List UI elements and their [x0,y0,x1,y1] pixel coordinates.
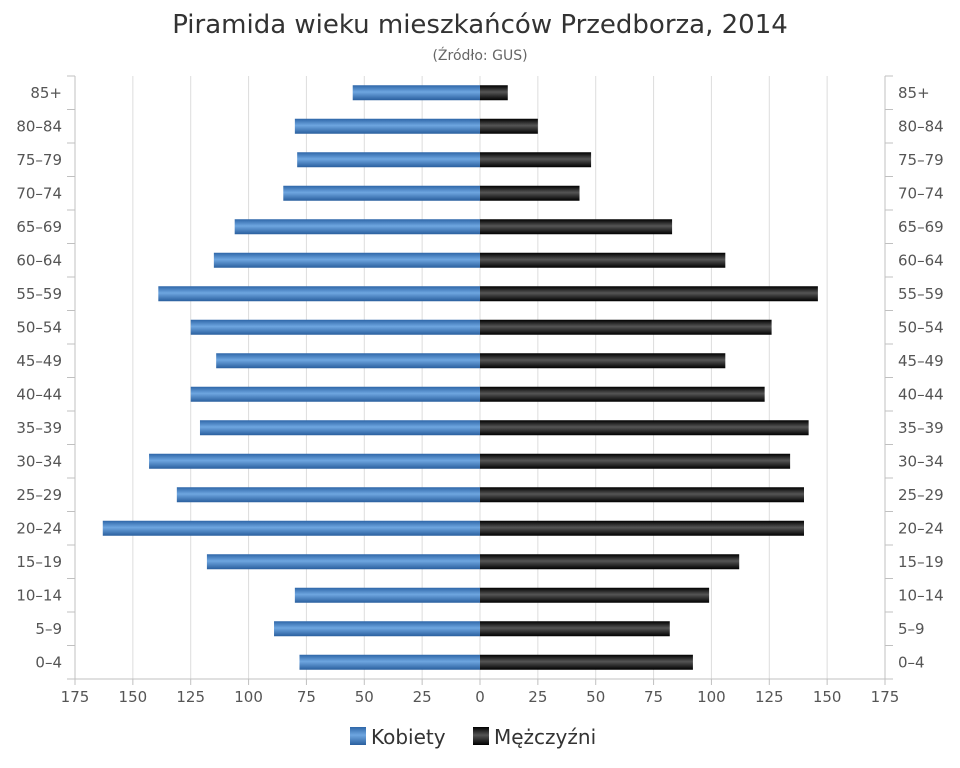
bar-mezczyzni-5[interactable] [480,252,726,268]
category-label-right: 20–24 [898,519,944,537]
x-tick-label: 25 [528,688,547,706]
category-label-right: 10–14 [898,586,944,604]
category-label-left: 45–49 [16,352,62,370]
category-label-left: 10–14 [16,586,62,604]
legend-label-mezczyzni[interactable]: Mężczyźni [494,725,596,749]
bar-kobiety-5[interactable] [213,252,480,268]
x-tick-label: 125 [755,688,784,706]
x-tick-label: 25 [413,688,432,706]
x-tick-label: 150 [119,688,148,706]
x-tick-label: 50 [355,688,374,706]
bar-kobiety-11[interactable] [149,453,481,469]
bar-kobiety-17[interactable] [299,654,480,670]
bar-mezczyzni-9[interactable] [480,386,765,402]
bar-mezczyzni-1[interactable] [480,118,538,134]
bar-kobiety-8[interactable] [216,353,480,369]
category-label-right: 40–44 [898,385,944,403]
category-label-left: 0–4 [35,653,62,671]
x-tick-label: 75 [644,688,663,706]
category-label-right: 85+ [898,84,930,102]
bar-mezczyzni-4[interactable] [480,219,673,235]
bar-mezczyzni-13[interactable] [480,520,804,536]
category-label-left: 25–29 [16,486,62,504]
x-tick-label: 75 [297,688,316,706]
category-label-left: 80–84 [16,117,62,135]
category-label-right: 45–49 [898,352,944,370]
category-label-left: 15–19 [16,553,62,571]
category-label-left: 65–69 [16,218,62,236]
bar-mezczyzni-3[interactable] [480,185,580,201]
bar-mezczyzni-17[interactable] [480,654,693,670]
bars [102,85,818,670]
category-label-right: 35–39 [898,419,944,437]
bar-mezczyzni-14[interactable] [480,554,740,570]
x-tick-label: 175 [871,688,900,706]
bar-kobiety-10[interactable] [199,420,480,436]
bar-kobiety-2[interactable] [297,152,480,168]
category-label-right: 70–74 [898,184,944,202]
chart-subtitle: (Źródło: GUS) [432,46,527,64]
x-tick-label: 50 [586,688,605,706]
x-tick-label: 100 [697,688,726,706]
category-label-left: 40–44 [16,385,62,403]
category-label-right: 5–9 [898,620,925,638]
category-label-right: 15–19 [898,553,944,571]
bar-mezczyzni-6[interactable] [480,286,818,302]
category-label-left: 55–59 [16,285,62,303]
bar-kobiety-14[interactable] [206,554,480,570]
legend[interactable]: Kobiety Mężczyźni [350,725,596,749]
category-label-left: 50–54 [16,318,62,336]
category-label-right: 30–34 [898,452,944,470]
legend-swatch-kobiety[interactable] [350,727,366,745]
category-label-left: 75–79 [16,151,62,169]
category-label-right: 80–84 [898,117,944,135]
x-tick-label: 100 [234,688,263,706]
bar-kobiety-15[interactable] [294,587,480,603]
bar-mezczyzni-10[interactable] [480,420,809,436]
category-label-right: 0–4 [898,653,925,671]
bar-mezczyzni-15[interactable] [480,587,710,603]
bar-mezczyzni-0[interactable] [480,85,508,101]
bar-kobiety-1[interactable] [294,118,480,134]
bar-mezczyzni-8[interactable] [480,353,726,369]
bar-kobiety-13[interactable] [102,520,481,536]
bar-kobiety-4[interactable] [234,219,480,235]
bar-mezczyzni-16[interactable] [480,621,670,637]
x-tick-label: 175 [61,688,90,706]
bar-mezczyzni-2[interactable] [480,152,592,168]
category-label-right: 75–79 [898,151,944,169]
bar-kobiety-3[interactable] [283,185,480,201]
category-label-left: 20–24 [16,519,62,537]
x-tick-label: 125 [176,688,205,706]
category-label-right: 50–54 [898,318,944,336]
category-label-left: 60–64 [16,251,62,269]
chart-title: Piramida wieku mieszkańców Przedborza, 2… [172,10,788,40]
category-label-left: 5–9 [35,620,62,638]
category-label-right: 55–59 [898,285,944,303]
category-label-right: 60–64 [898,251,944,269]
legend-swatch-mezczyzni[interactable] [473,727,489,745]
category-label-right: 25–29 [898,486,944,504]
bar-kobiety-9[interactable] [190,386,480,402]
bar-kobiety-16[interactable] [274,621,480,637]
axes [67,75,893,685]
bar-kobiety-12[interactable] [176,487,481,503]
legend-label-kobiety[interactable]: Kobiety [371,725,446,749]
category-label-right: 65–69 [898,218,944,236]
bar-mezczyzni-12[interactable] [480,487,804,503]
category-label-left: 30–34 [16,452,62,470]
tick-labels: 175 150 125 100 75 50 25 0 25 50 75 100 125 150 175 85+… [16,84,943,706]
gridlines [132,76,828,679]
x-tick-label: 150 [813,688,842,706]
bar-kobiety-0[interactable] [352,85,480,101]
category-label-left: 70–74 [16,184,62,202]
bar-mezczyzni-11[interactable] [480,453,791,469]
bar-kobiety-6[interactable] [158,286,481,302]
bar-kobiety-7[interactable] [190,319,480,335]
category-label-left: 85+ [30,84,62,102]
category-label-left: 35–39 [16,419,62,437]
bar-mezczyzni-7[interactable] [480,319,772,335]
x-tick-label: 0 [475,688,485,706]
